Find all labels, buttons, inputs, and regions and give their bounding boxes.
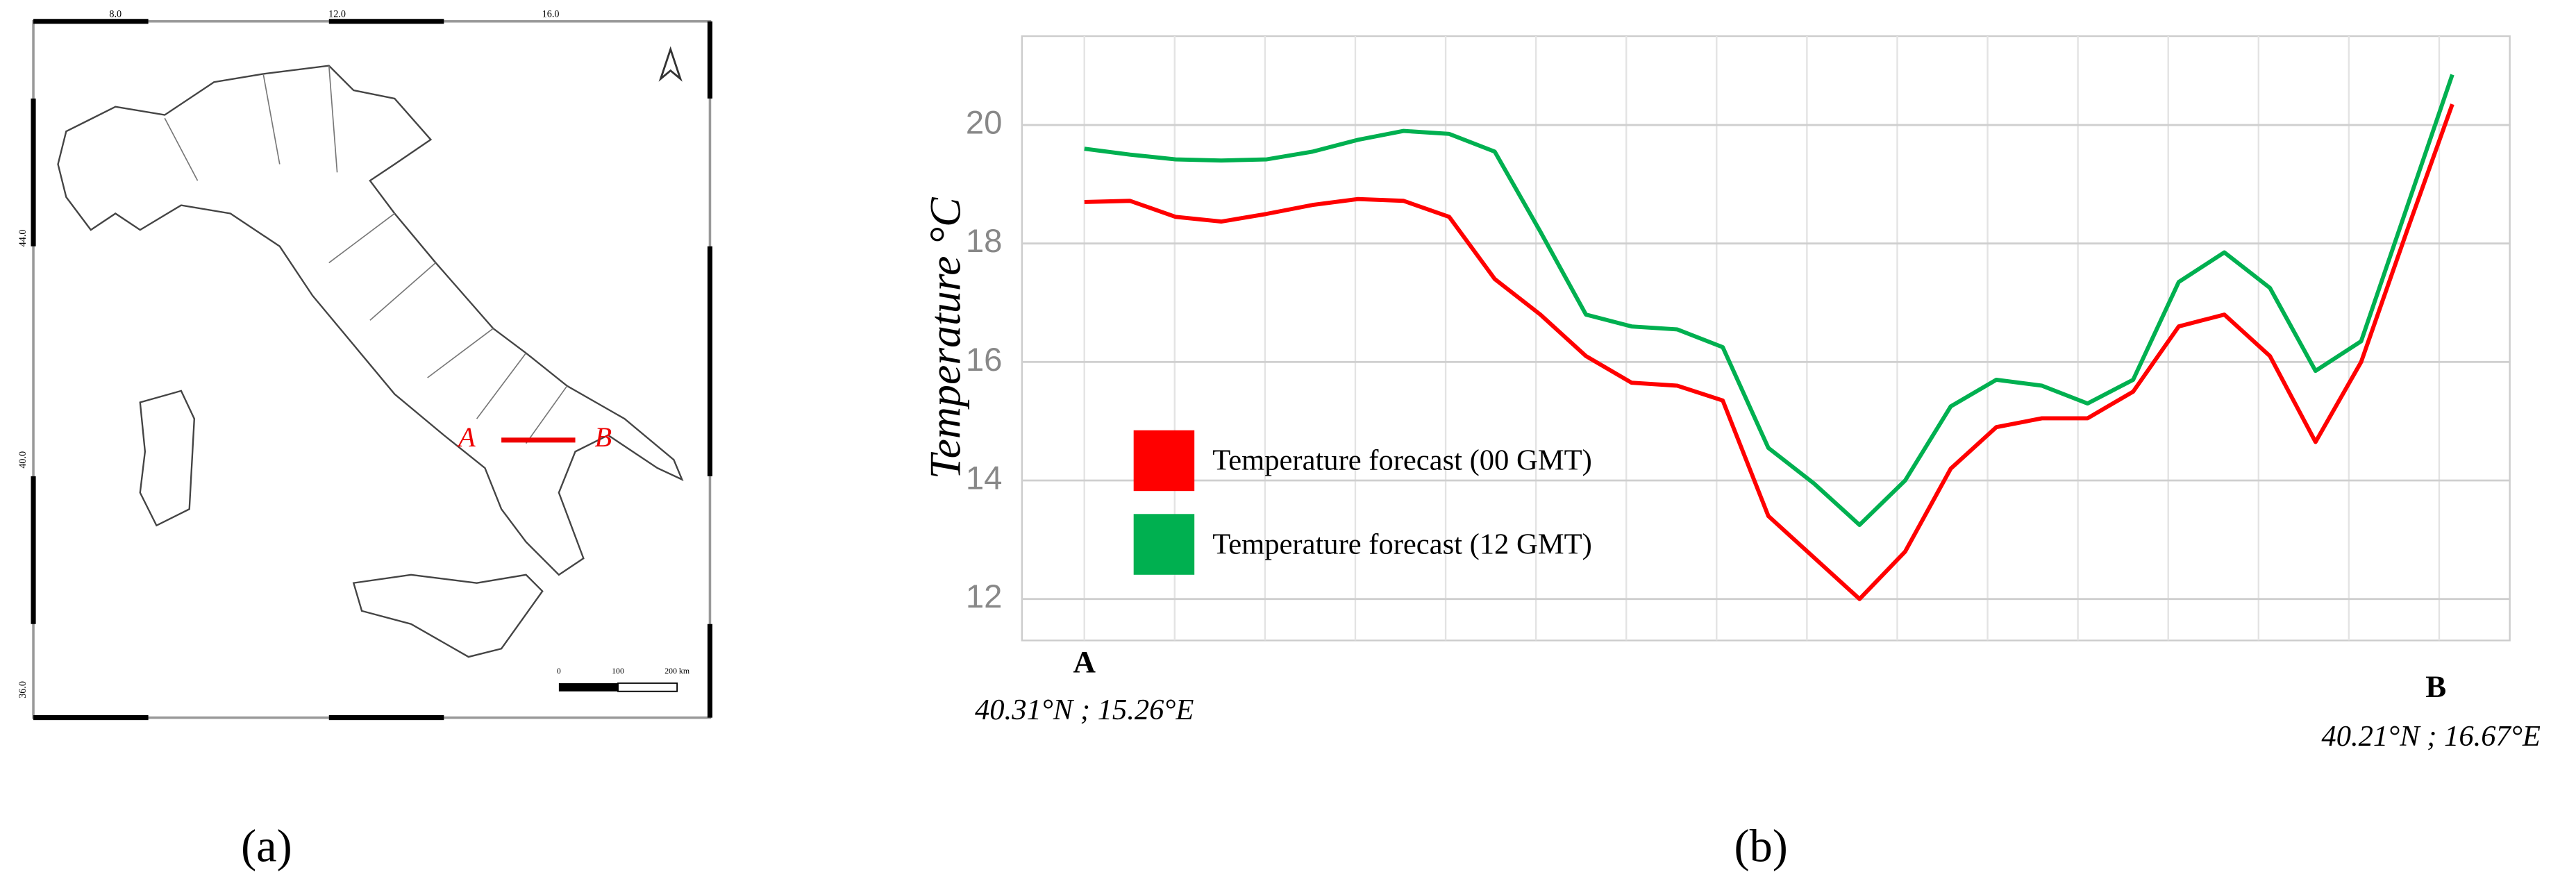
scale-label: 0	[557, 666, 561, 676]
caption: (b)	[1734, 821, 1788, 871]
point-label: A	[456, 421, 476, 453]
map-frame-marks	[31, 19, 713, 721]
point-label: B	[594, 421, 612, 453]
y-tick-label: 16	[966, 342, 1003, 378]
y-tick-label: 20	[966, 105, 1003, 142]
map-y-tick: 40.0	[17, 451, 28, 469]
y-axis-label: Temperature °C	[920, 196, 969, 479]
legend-label: Temperature forecast (00 GMT)	[1212, 444, 1592, 477]
legend-swatch	[1133, 514, 1195, 575]
series-line	[1084, 103, 2454, 601]
legend-swatch	[1133, 430, 1195, 492]
caption: (a)	[241, 821, 292, 871]
scale-label: 100	[612, 666, 624, 676]
scale-label: 200 km	[664, 666, 689, 676]
series-line	[1084, 74, 2454, 527]
annotation: 40.31°N ; 15.26°E	[975, 694, 1194, 726]
map-x-tick: 8.0	[109, 9, 122, 20]
chart-panel: 12 14 16 18 20 Temperature °C A B 40.31°N ; 15.2…	[920, 35, 2541, 871]
map-x-tick: 16.0	[542, 9, 560, 20]
plot-area	[1021, 35, 2511, 642]
annotation: 40.21°N ; 16.67°E	[2321, 720, 2540, 753]
y-tick-label: 18	[966, 223, 1003, 260]
x-category-label: A	[1073, 644, 1096, 679]
scale-bar-black	[558, 683, 619, 692]
sardinia	[139, 390, 196, 527]
map-x-tick: 12.0	[328, 9, 346, 20]
map-y-tick: 44.0	[17, 230, 28, 247]
region-borders	[164, 65, 568, 444]
y-tick-label: 14	[966, 460, 1003, 497]
scale-bar-white	[617, 682, 678, 692]
north-arrow	[658, 46, 683, 82]
map-y-tick: 36.0	[17, 681, 28, 699]
x-category-label: B	[2425, 669, 2446, 704]
y-tick-label: 12	[966, 578, 1003, 615]
legend-label: Temperature forecast (12 GMT)	[1212, 528, 1592, 560]
map-panel: 8.0 12.0 16.0 44.0 40.0 36.0 0 100 200 k…	[17, 9, 713, 871]
sicily	[352, 574, 544, 658]
